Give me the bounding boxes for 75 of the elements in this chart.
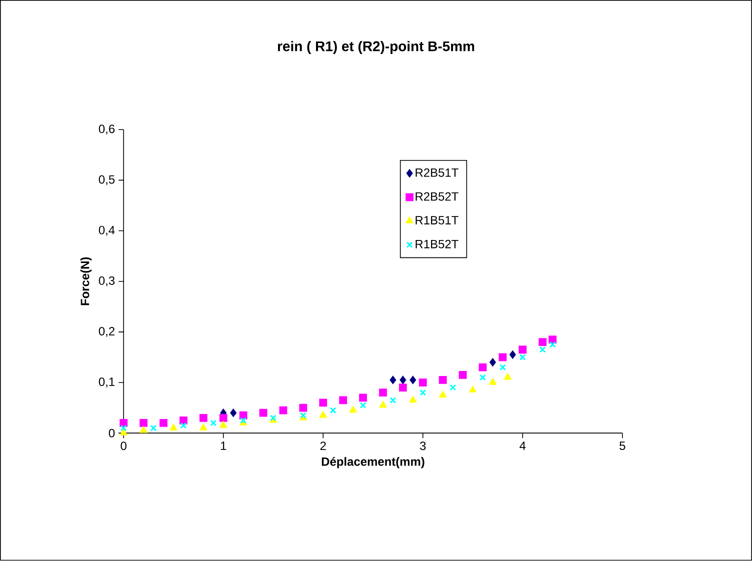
point <box>200 424 207 431</box>
point <box>210 420 217 426</box>
point <box>489 378 496 386</box>
y-tick-label: 0 <box>108 429 115 438</box>
point <box>390 397 396 404</box>
point <box>259 409 268 417</box>
point <box>160 419 168 428</box>
y-tick-label: 0,2 <box>98 327 114 338</box>
chart-title: rein ( R1) et (R2)-point B-5mm <box>278 41 474 54</box>
point <box>499 364 506 371</box>
x-tick-label: 0 <box>120 442 126 450</box>
point <box>120 429 128 436</box>
point <box>458 371 467 380</box>
point <box>379 388 387 397</box>
point <box>450 384 456 391</box>
y-tick-label: 0,6 <box>98 124 115 135</box>
point <box>409 396 416 403</box>
point <box>518 346 527 354</box>
x-tick-label: 3 <box>420 442 426 450</box>
y-tick-label: 0,3 <box>98 276 115 286</box>
point <box>350 406 357 413</box>
point <box>539 346 546 353</box>
point <box>519 354 526 361</box>
point <box>410 376 416 384</box>
y-tick-label: 0,5 <box>98 175 115 186</box>
legend-label: R1B51T <box>416 216 458 225</box>
point <box>220 422 227 428</box>
point <box>180 422 187 429</box>
x-tick-label: 1 <box>220 442 226 450</box>
x-axis-title: Déplacement(mm) <box>322 457 424 468</box>
point <box>170 424 177 431</box>
point <box>548 336 557 344</box>
x-tick-label: 5 <box>620 442 626 450</box>
x-tick-label: 2 <box>320 442 326 450</box>
point <box>279 406 288 414</box>
point <box>390 376 396 384</box>
point <box>498 353 507 362</box>
point <box>418 378 427 387</box>
point <box>480 374 486 381</box>
point <box>239 412 248 420</box>
point <box>359 394 367 402</box>
point <box>469 386 476 393</box>
point <box>339 396 348 404</box>
y-axis-title: Force(N) <box>80 257 92 306</box>
point <box>140 426 148 434</box>
point <box>360 402 366 409</box>
y-tick-label: 0,4 <box>98 226 115 236</box>
legend-label: R1B52T <box>416 240 458 248</box>
point <box>504 374 512 380</box>
point <box>230 409 236 417</box>
x-tick-label: 4 <box>520 442 526 450</box>
point <box>330 407 336 414</box>
point <box>319 398 328 407</box>
point <box>379 401 386 408</box>
point <box>510 350 516 359</box>
point <box>199 414 208 422</box>
legend-label: R2B51T <box>416 168 458 177</box>
y-tick-label: 0,1 <box>98 378 114 388</box>
point <box>439 391 446 398</box>
point <box>438 376 447 384</box>
point <box>299 404 308 412</box>
point <box>420 390 426 396</box>
point <box>320 412 327 418</box>
point <box>140 419 148 428</box>
point <box>478 364 487 372</box>
point <box>150 424 157 432</box>
legend-label: R2B52T <box>416 192 458 201</box>
point <box>400 376 406 384</box>
point <box>538 338 547 346</box>
point <box>120 419 128 428</box>
point <box>398 384 407 392</box>
point <box>219 414 228 422</box>
point <box>490 358 496 366</box>
point <box>549 342 556 348</box>
point <box>120 424 127 432</box>
